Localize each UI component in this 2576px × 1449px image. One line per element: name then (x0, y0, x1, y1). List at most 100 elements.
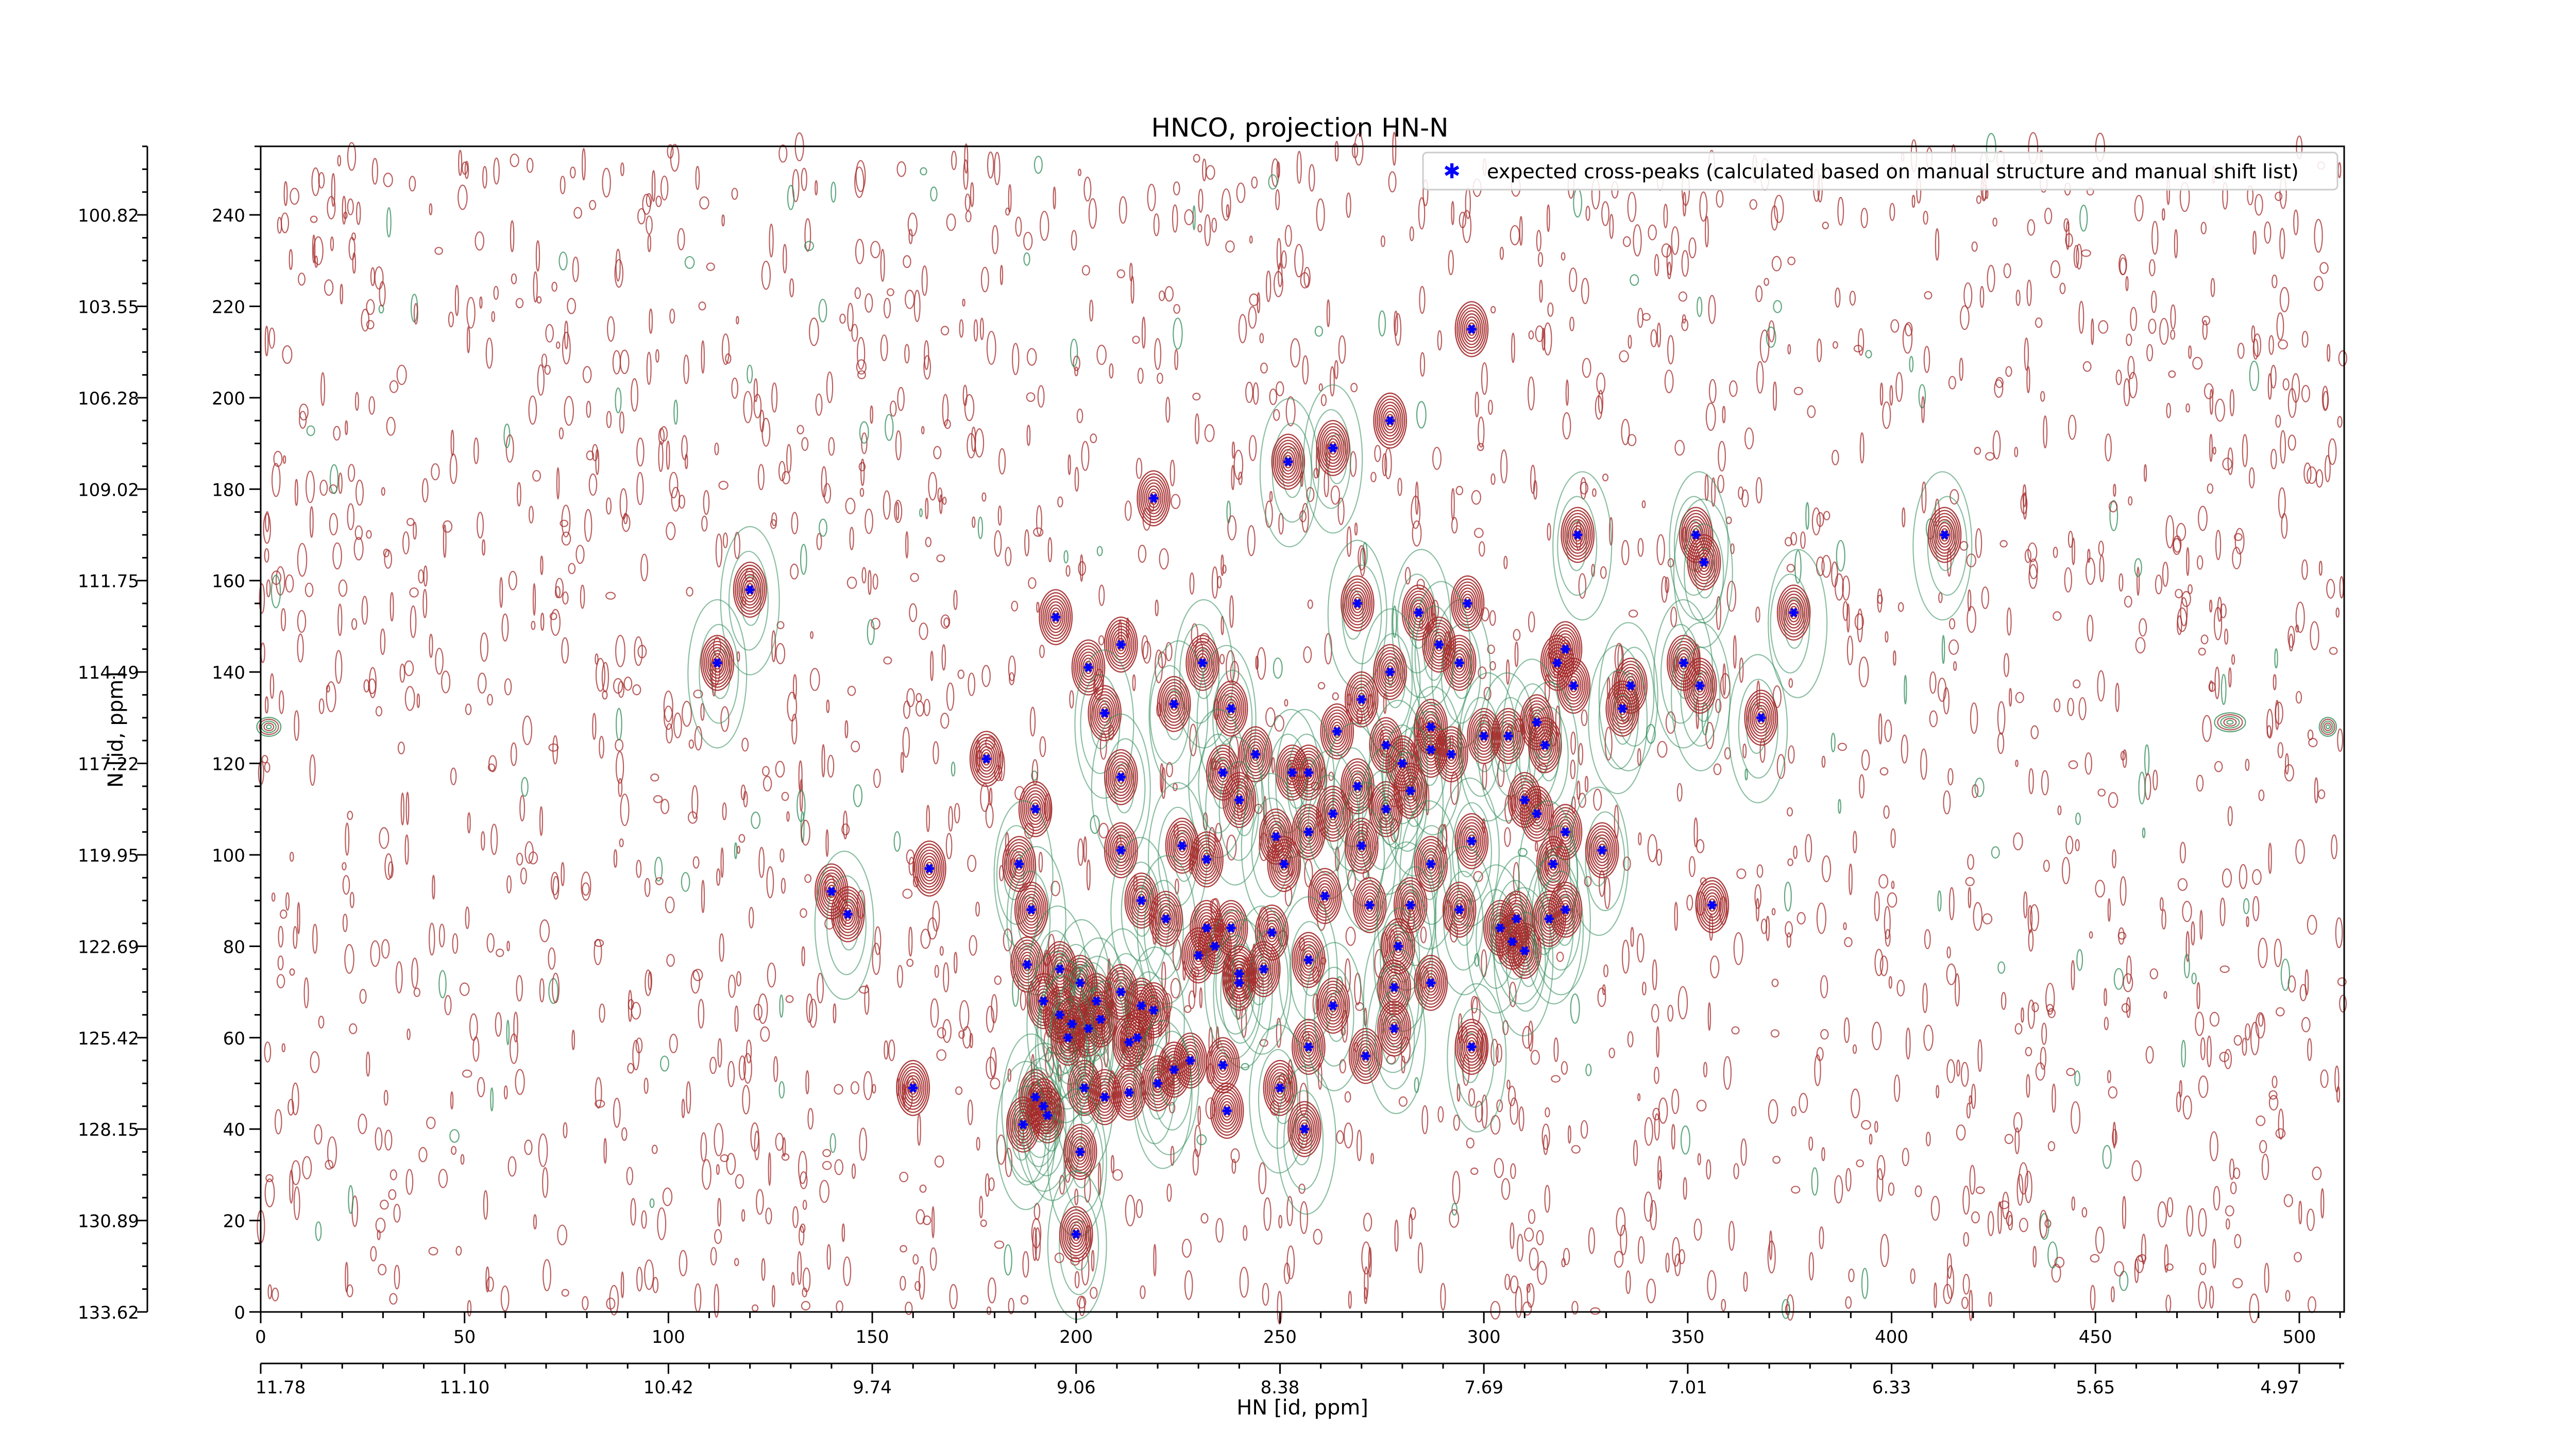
peak-contour (1248, 944, 1279, 995)
peak-contour (1310, 871, 1340, 921)
peak-contour (1120, 1009, 1155, 1066)
noise-contour (1948, 887, 1955, 920)
noise-contour (1946, 1265, 1955, 1300)
noise-contour (318, 172, 325, 189)
peak-contour (1344, 671, 1379, 728)
noise-contour (601, 662, 609, 693)
noise-contour (1593, 788, 1602, 811)
peak-contour (1421, 967, 1441, 999)
peak-contour (1133, 887, 1149, 914)
marker-stroke (1069, 1019, 1076, 1029)
peak-contour (1159, 679, 1190, 729)
noise-contour (2298, 1201, 2302, 1225)
contour-layer (256, 131, 2347, 1325)
marker-stroke (1117, 846, 1125, 855)
noise-contour (789, 278, 794, 298)
cross-peak-marker (1320, 891, 1330, 901)
noise-contour (1921, 481, 1927, 514)
noise-contour (1334, 141, 1339, 162)
peak-contour (1590, 831, 1614, 869)
noise-contour (1630, 274, 1639, 286)
noise-contour (1380, 235, 1385, 247)
peak-contour (1164, 688, 1184, 720)
peak-contour (1615, 661, 1646, 711)
noise-contour (555, 341, 561, 349)
noise-contour (1206, 165, 1215, 180)
noise-contour (1811, 1167, 1819, 1196)
peak-contour (1316, 978, 1350, 1034)
peak-contour (1087, 997, 1114, 1041)
noise-contour (715, 533, 723, 568)
noise-contour (736, 971, 741, 987)
noise-contour (2067, 530, 2073, 548)
noise-contour (1970, 702, 1978, 734)
secondary-x-tick-label: 10.42 (643, 1377, 693, 1398)
noise-contour (834, 1084, 843, 1095)
noise-contour (1308, 164, 1315, 192)
noise-contour (701, 880, 705, 914)
noise-contour (1706, 1159, 1711, 1180)
peak-contour (1342, 578, 1373, 629)
noise-contour (298, 272, 306, 286)
noise-contour (331, 173, 335, 207)
noise-contour (1563, 1248, 1570, 1266)
noise-contour (800, 908, 807, 918)
noise-contour (1582, 358, 1591, 378)
noise-contour (2196, 555, 2204, 570)
noise-contour (474, 231, 485, 251)
noise-contour (1975, 528, 1982, 559)
noise-contour (1954, 973, 1960, 1007)
peak-contour (1319, 984, 1347, 1028)
noise-contour (347, 198, 354, 215)
noise-contour (381, 487, 385, 496)
noise-contour (285, 892, 290, 911)
noise-contour (1109, 363, 1114, 379)
noise-contour (1098, 635, 1105, 646)
noise-contour (1768, 1099, 1778, 1124)
noise-contour (1539, 279, 1543, 303)
noise-contour (634, 636, 643, 666)
noise-contour (595, 1077, 602, 1109)
noise-contour (1769, 1230, 1773, 1260)
noise-contour (541, 353, 548, 368)
marker-stroke (1073, 1229, 1080, 1239)
noise-contour (1622, 856, 1631, 871)
peak-contour (1088, 685, 1122, 742)
noise-contour (946, 682, 955, 711)
noise-contour (2177, 878, 2188, 891)
noise-contour (1637, 748, 1641, 766)
noise-contour (1930, 1195, 1940, 1221)
noise-contour (2067, 414, 2077, 440)
noise-contour (1530, 1050, 1540, 1065)
noise-contour (1543, 1134, 1548, 1155)
noise-contour (1963, 1232, 1969, 1247)
noise-contour (1717, 475, 1724, 493)
noise-contour (1581, 278, 1589, 305)
chart-title: HNCO, projection HN-N (1151, 113, 1448, 143)
marker-stroke (1040, 1101, 1047, 1111)
noise-contour (1652, 959, 1657, 990)
noise-contour (743, 391, 753, 424)
noise-contour (1504, 827, 1511, 847)
peak-contour (1228, 954, 1251, 993)
peak-contour (1379, 1003, 1410, 1054)
noise-contour (860, 458, 865, 486)
marker-stroke (1391, 983, 1398, 992)
noise-contour (1039, 645, 1045, 659)
noise-contour (994, 151, 1001, 186)
secondary-x-tick-label: 11.10 (439, 1377, 489, 1398)
noise-contour (1307, 599, 1313, 609)
peak-contour (1554, 890, 1577, 929)
peak-contour (1052, 956, 1068, 982)
noise-contour (1956, 1124, 1966, 1141)
negative-contour (1148, 640, 1209, 790)
noise-contour (1153, 1243, 1157, 1277)
noise-contour (667, 144, 674, 159)
cross-peak-marker (1561, 827, 1570, 837)
noise-contour (531, 620, 536, 630)
peak-contour (1321, 706, 1352, 756)
noise-contour (572, 256, 579, 282)
noise-contour (801, 946, 805, 967)
noise-contour (2073, 245, 2079, 268)
noise-contour (2252, 339, 2259, 360)
